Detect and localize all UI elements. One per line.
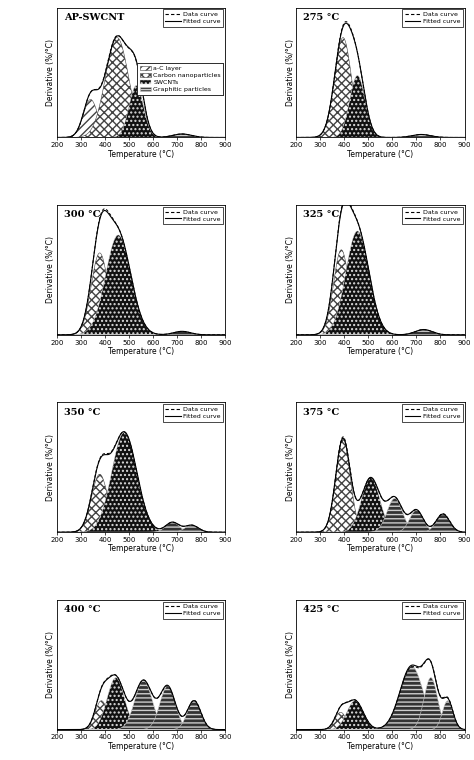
Y-axis label: Derivative (%/°C): Derivative (%/°C) [46, 39, 55, 106]
X-axis label: Temperature (°C): Temperature (°C) [108, 544, 174, 553]
X-axis label: Temperature (°C): Temperature (°C) [108, 347, 174, 356]
Y-axis label: Derivative (%/°C): Derivative (%/°C) [46, 236, 55, 303]
X-axis label: Temperature (°C): Temperature (°C) [347, 150, 413, 159]
Legend: Data curve, Fitted curve: Data curve, Fitted curve [402, 602, 463, 619]
Y-axis label: Derivative (%/°C): Derivative (%/°C) [46, 434, 55, 501]
X-axis label: Temperature (°C): Temperature (°C) [347, 347, 413, 356]
Legend: Data curve, Fitted curve: Data curve, Fitted curve [163, 207, 223, 224]
Text: 275 °C: 275 °C [303, 13, 339, 22]
Text: 300 °C: 300 °C [64, 211, 100, 219]
Y-axis label: Derivative (%/°C): Derivative (%/°C) [286, 631, 295, 698]
X-axis label: Temperature (°C): Temperature (°C) [347, 742, 413, 751]
X-axis label: Temperature (°C): Temperature (°C) [108, 150, 174, 159]
Text: 350 °C: 350 °C [64, 407, 100, 416]
X-axis label: Temperature (°C): Temperature (°C) [108, 742, 174, 751]
Y-axis label: Derivative (%/°C): Derivative (%/°C) [286, 434, 295, 501]
Y-axis label: Derivative (%/°C): Derivative (%/°C) [286, 39, 295, 106]
X-axis label: Temperature (°C): Temperature (°C) [347, 544, 413, 553]
Legend: Data curve, Fitted curve: Data curve, Fitted curve [163, 404, 223, 422]
Legend: Data curve, Fitted curve: Data curve, Fitted curve [402, 404, 463, 422]
Text: AP-SWCNT: AP-SWCNT [64, 13, 124, 22]
Legend: a-C layer, Carbon nanoparticles, SWCNTs, Graphitic particles: a-C layer, Carbon nanoparticles, SWCNTs,… [137, 63, 223, 94]
Text: 400 °C: 400 °C [64, 605, 100, 614]
Y-axis label: Derivative (%/°C): Derivative (%/°C) [286, 236, 295, 303]
Legend: Data curve, Fitted curve: Data curve, Fitted curve [402, 207, 463, 224]
Text: 325 °C: 325 °C [303, 211, 339, 219]
Text: 425 °C: 425 °C [303, 605, 339, 614]
Legend: Data curve, Fitted curve: Data curve, Fitted curve [402, 9, 463, 27]
Text: 375 °C: 375 °C [303, 407, 339, 416]
Legend: Data curve, Fitted curve: Data curve, Fitted curve [163, 602, 223, 619]
Y-axis label: Derivative (%/°C): Derivative (%/°C) [46, 631, 55, 698]
